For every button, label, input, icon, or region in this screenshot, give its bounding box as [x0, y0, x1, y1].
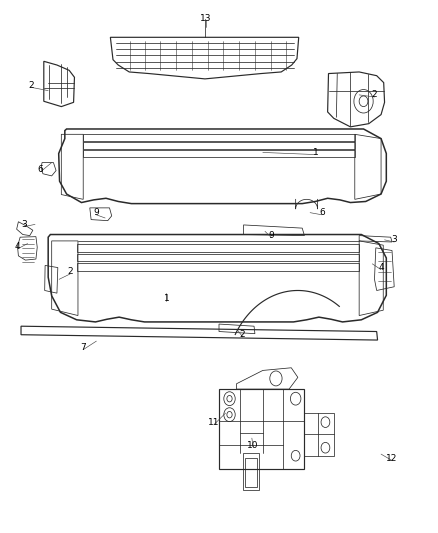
Text: 12: 12: [386, 454, 398, 463]
Text: 13: 13: [200, 14, 212, 22]
Text: 2: 2: [372, 91, 377, 99]
Text: 1: 1: [312, 148, 318, 157]
Text: 9: 9: [93, 208, 99, 217]
Text: 3: 3: [391, 236, 397, 244]
Text: 6: 6: [319, 208, 325, 217]
Text: 6: 6: [38, 165, 44, 174]
Text: 9: 9: [268, 231, 275, 240]
Text: 10: 10: [247, 441, 259, 449]
Text: 2: 2: [67, 268, 73, 276]
Text: 2: 2: [29, 81, 34, 90]
Text: 11: 11: [208, 418, 219, 427]
Text: 1: 1: [163, 294, 170, 303]
Text: 2: 2: [240, 330, 245, 339]
Text: 4: 4: [378, 263, 384, 272]
Text: 7: 7: [80, 343, 86, 352]
Text: 3: 3: [21, 220, 28, 229]
Text: 4: 4: [15, 243, 20, 251]
